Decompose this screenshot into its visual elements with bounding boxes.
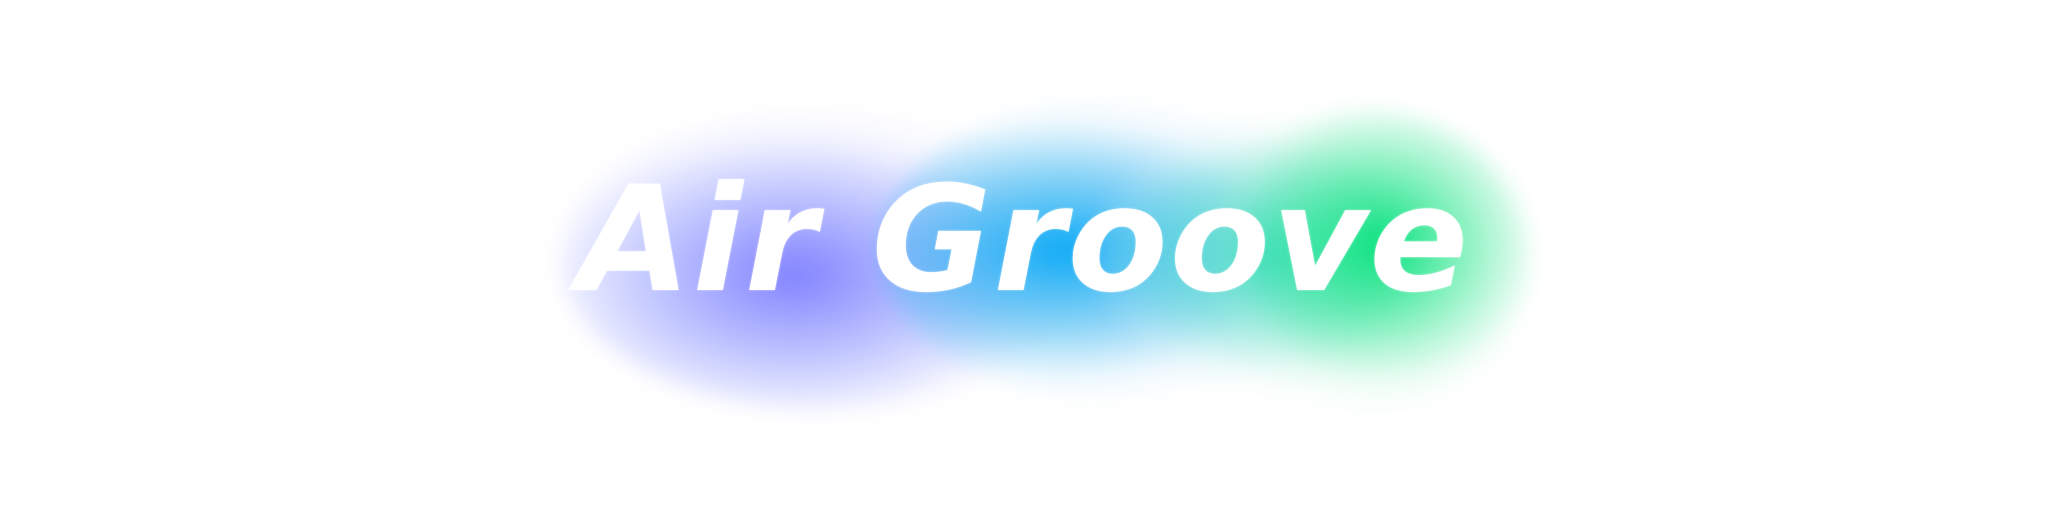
logo-wordmark: Air Groove xyxy=(577,155,1471,325)
